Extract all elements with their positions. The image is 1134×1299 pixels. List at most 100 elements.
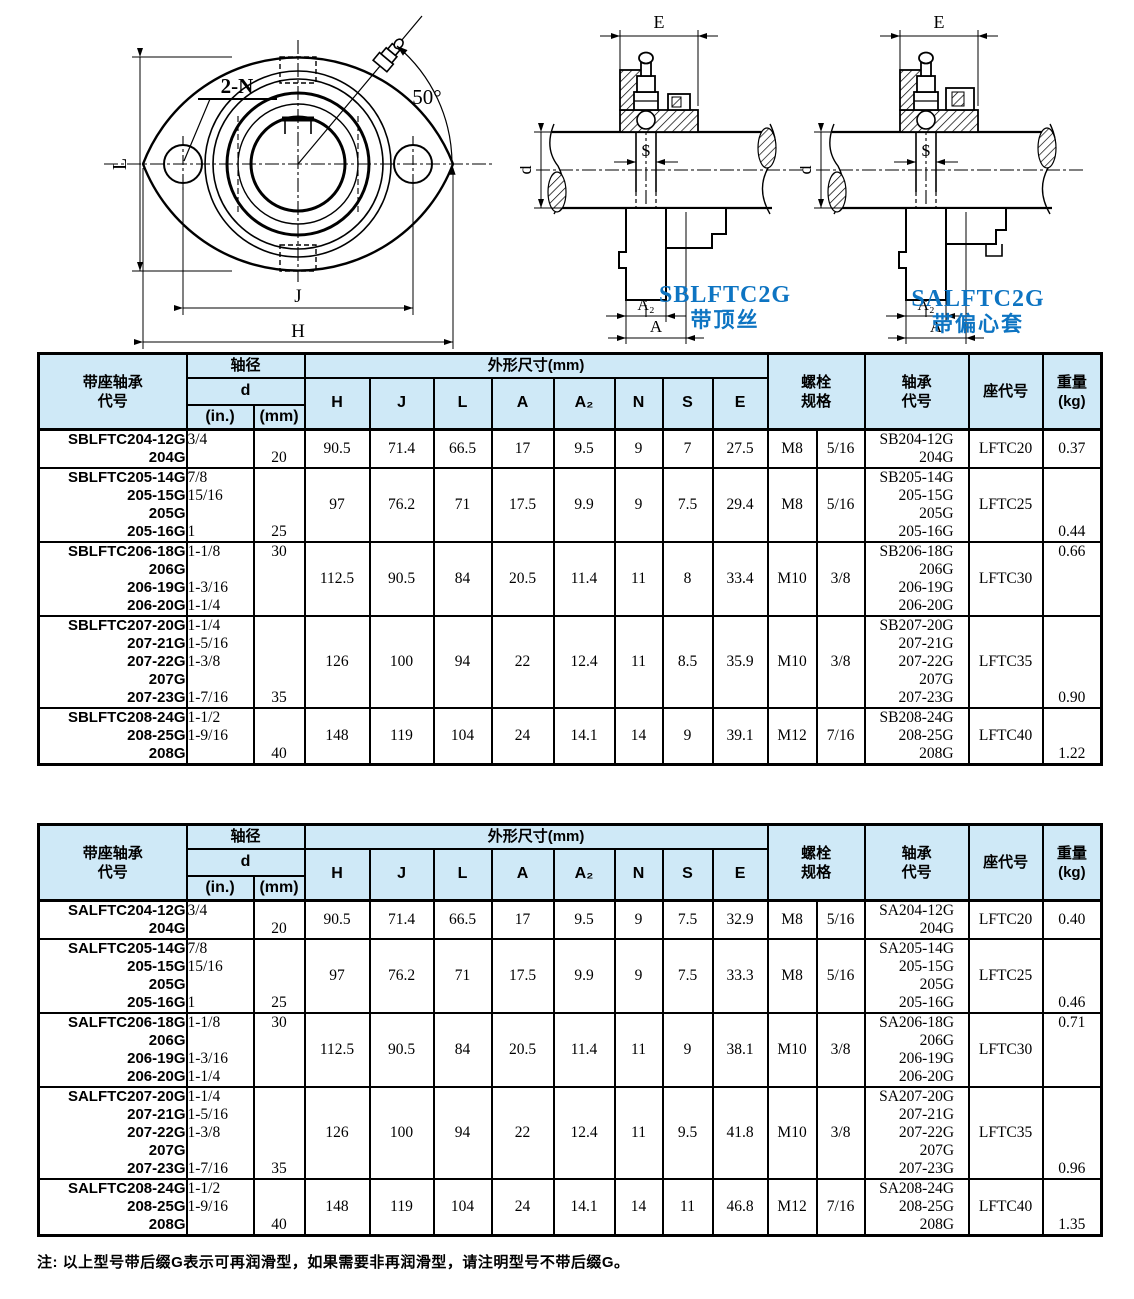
cell-unit-code: SBLFTC205-14G 205-15G 205G 205-16G	[37, 467, 188, 543]
col-header-bearing-code: 轴承 代号	[863, 352, 970, 431]
bearing-code-block: SA204-12G 204G	[879, 902, 955, 937]
cell-shaft-mm: 20	[252, 428, 306, 469]
insert-boss-section	[665, 207, 727, 249]
col-header-dimensions: 外形尺寸(mm)	[303, 352, 769, 379]
label-dim-s: S	[641, 141, 650, 160]
cell-housing-code: LFTC20	[967, 428, 1044, 469]
salftc-spec-table: 带座轴承 代号 轴径 外形尺寸(mm) 螺栓 规格 轴承 代号 座代号 重量 (…	[37, 823, 1104, 1237]
table-row: SBLFTC204-12G 204G 3/4 20 90.5 71.4 66.5 17 9.5…	[37, 428, 1103, 469]
table-row: SBLFTC207-20G 207-21G 207-22G 207G 207-2…	[37, 615, 1103, 709]
cell-bolt-inch: 5/16	[815, 467, 866, 543]
cell-dimension: 7	[661, 428, 714, 469]
cell-bolt-metric: M8	[766, 428, 818, 469]
col-header-bearing-code: 轴承 代号	[863, 823, 970, 902]
cell-dimension: 29.4	[711, 467, 769, 543]
cell-weight: 0.37	[1041, 428, 1103, 469]
cell-dimension: 20.5	[490, 541, 555, 617]
cell-bearing-code: SB204-12G 204G	[863, 428, 970, 469]
label-dim-d: d	[800, 166, 815, 175]
cell-unit-code: SALFTC204-12G 204G	[37, 899, 188, 940]
cell-dimension: 71.4	[368, 428, 435, 469]
label-dim-d: d	[520, 166, 535, 175]
cell-bearing-code: SA206-18G 206G 206-19G 206-20G	[863, 1012, 970, 1088]
cell-weight: 0.44	[1041, 467, 1103, 543]
cell-housing-code: LFTC35	[967, 1086, 1044, 1180]
cell-dimension: 126	[303, 615, 371, 709]
cell-dimension: 90.5	[368, 1012, 435, 1088]
cell-dimension: 33.3	[711, 938, 769, 1014]
cell-bearing-code: SA207-20G 207-21G 207-22G 207G 207-23G	[863, 1086, 970, 1180]
cell-dimension: 35.9	[711, 615, 769, 709]
bearing-code-block: SB207-20G 207-21G 207-22G 207G 207-23G	[879, 617, 954, 706]
cell-dimension: 22	[490, 1086, 555, 1180]
col-header-L: L	[432, 847, 493, 902]
cell-bearing-code: SA204-12G 204G	[863, 899, 970, 940]
cell-dimension: 14	[613, 707, 664, 766]
cell-unit-code: SBLFTC208-24G 208-25G 208G	[37, 707, 188, 766]
table-row: SALFTC208-24G 208-25G 208G 1-1/2 1-9/16 40…	[37, 1178, 1103, 1237]
caption-salftc-type: 带偏心套	[932, 312, 1024, 336]
technical-drawings: 2-N 50° L J H	[0, 0, 1134, 352]
cell-unit-code: SALFTC207-20G 207-21G 207-22G 207G 207-2…	[37, 1086, 188, 1180]
cell-unit-code: SALFTC205-14G 205-15G 205G 205-16G	[37, 938, 188, 1014]
cell-unit-code: SBLFTC207-20G 207-21G 207-22G 207G 207-2…	[37, 615, 188, 709]
cell-dimension: 100	[368, 615, 435, 709]
cell-shaft-inch: 7/8 15/16 1	[185, 938, 255, 1014]
cell-dimension: 119	[368, 1178, 435, 1237]
col-header-d: d	[185, 847, 306, 877]
cell-dimension: 20.5	[490, 1012, 555, 1088]
cell-shaft-mm: 40	[252, 1178, 306, 1237]
cell-bolt-metric: M10	[766, 1012, 818, 1088]
cell-shaft-inch: 1-1/4 1-5/16 1-3/8 1-7/16	[185, 615, 255, 709]
cell-shaft-mm: 30	[252, 541, 306, 617]
cell-shaft-inch: 1-1/8 1-3/16 1-1/4	[185, 541, 255, 617]
col-header-N: N	[613, 376, 664, 431]
cell-weight: 0.96	[1041, 1086, 1103, 1180]
section-view-sblftc-drawing: E d S A₂ A	[520, 12, 806, 344]
section-view-salftc-drawing: E d S A₂ A	[800, 12, 1086, 344]
cell-bolt-inch: 5/16	[815, 899, 866, 940]
cell-dimension: 112.5	[303, 1012, 371, 1088]
cell-dimension: 66.5	[432, 428, 493, 469]
cell-dimension: 33.4	[711, 541, 769, 617]
cell-weight: 0.46	[1041, 938, 1103, 1014]
label-dim-s: S	[921, 141, 930, 160]
caption-sblftc-model: SBLFTC2G	[658, 282, 792, 308]
table-row: SBLFTC208-24G 208-25G 208G 1-1/2 1-9/16 40…	[37, 707, 1103, 766]
cell-shaft-mm: 20	[252, 899, 306, 940]
cell-dimension: 14.1	[552, 707, 616, 766]
cell-dimension: 97	[303, 467, 371, 543]
cell-bolt-inch: 5/16	[815, 428, 866, 469]
caption-sblftc-type: 带顶丝	[690, 308, 760, 332]
cell-bearing-code: SB208-24G 208-25G 208G	[863, 707, 970, 766]
cell-bolt-inch: 3/8	[815, 541, 866, 617]
cell-dimension: 38.1	[711, 1012, 769, 1088]
col-header-d: d	[185, 376, 306, 406]
col-header-shaft-dia: 轴径	[185, 352, 306, 379]
bearing-code-block: SA205-14G 205-15G 205G 205-16G	[879, 940, 955, 1011]
col-header-housing-code: 座代号	[967, 352, 1044, 431]
cell-bolt-metric: M8	[766, 938, 818, 1014]
cell-dimension: 27.5	[711, 428, 769, 469]
col-header-L: L	[432, 376, 493, 431]
table-row: SALFTC204-12G 204G 3/4 20 90.5 71.4 66.5 17 9.5…	[37, 899, 1103, 940]
footnote: 注: 以上型号带后缀G表示可再润滑型，如果需要非再润滑型，请注明型号不带后缀G。	[37, 1254, 630, 1271]
flange-front-view-drawing: 2-N 50° L J H	[104, 15, 492, 349]
col-header-unit-code: 带座轴承 代号	[37, 352, 188, 431]
cell-dimension: 7.5	[661, 899, 714, 940]
cell-dimension: 7.5	[661, 467, 714, 543]
table-row: SALFTC206-18G 206G 206-19G 206-20G 1-1/8 …	[37, 1012, 1103, 1088]
table-row: SALFTC207-20G 207-21G 207-22G 207G 207-2…	[37, 1086, 1103, 1180]
label-dim-h: H	[291, 321, 305, 342]
cell-dimension: 12.4	[552, 615, 616, 709]
cell-shaft-mm: 25	[252, 938, 306, 1014]
cell-weight: 0.71	[1041, 1012, 1103, 1088]
col-header-A2: A₂	[552, 376, 616, 431]
cell-weight: 0.66	[1041, 541, 1103, 617]
cell-weight: 0.40	[1041, 899, 1103, 940]
cell-dimension: 104	[432, 707, 493, 766]
cell-shaft-inch: 1-1/4 1-5/16 1-3/8 1-7/16	[185, 1086, 255, 1180]
cell-dimension: 100	[368, 1086, 435, 1180]
bearing-code-block: SB208-24G 208-25G 208G	[879, 709, 954, 762]
cell-dimension: 94	[432, 615, 493, 709]
